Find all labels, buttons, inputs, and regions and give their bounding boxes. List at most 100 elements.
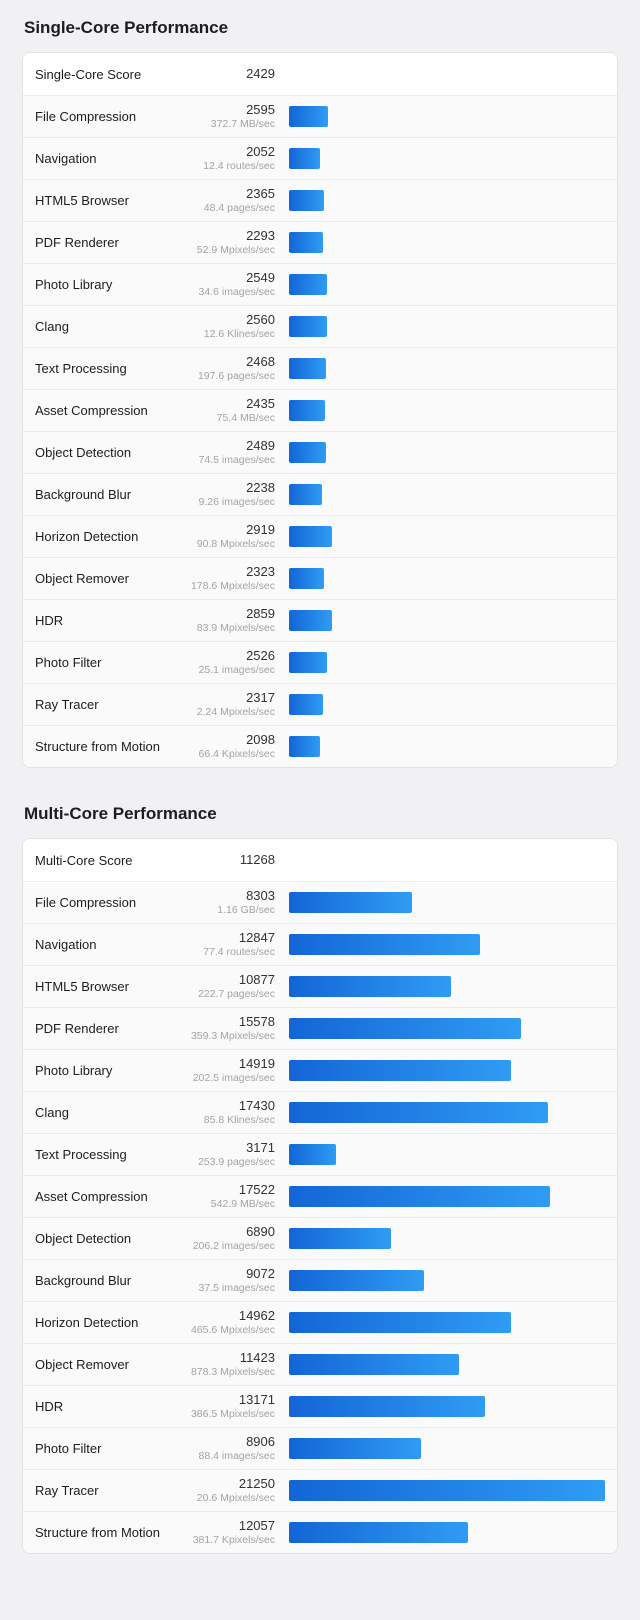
benchmark-name: File Compression [35,895,137,910]
benchmark-score: 3171 [246,1139,275,1155]
benchmark-score: 2560 [246,311,275,327]
benchmark-row: Asset Compression 2435 75.4 MB/sec [23,389,617,431]
benchmark-rate: 1.16 GB/sec [217,904,275,917]
score-bar [289,1144,336,1165]
benchmark-rate: 253.9 pages/sec [197,1156,275,1169]
bar-area [275,526,605,547]
score-bar [289,400,325,421]
benchmark-name: Background Blur [35,487,132,502]
benchmark-rate: 465.6 Mpixels/sec [190,1324,275,1337]
score-bar [289,736,320,757]
benchmark-row: Navigation 12847 77.4 routes/sec [23,923,617,965]
total-score-value: 2429 [246,65,275,81]
bar-area [275,610,605,631]
score-bar [289,190,324,211]
bar-area [275,652,605,673]
total-score-value: 11268 [239,851,275,867]
benchmark-score: 2293 [246,227,275,243]
benchmark-row: Ray Tracer 2317 2.24 Mpixels/sec [23,683,617,725]
benchmark-score: 11423 [239,1349,275,1365]
score-bar [289,106,328,127]
benchmark-name: Ray Tracer [35,1483,99,1498]
benchmark-name: Photo Filter [35,655,102,670]
benchmark-rate: 83.9 Mpixels/sec [196,622,275,635]
benchmark-name: Ray Tracer [35,697,99,712]
benchmark-name: Clang [35,319,69,334]
score-bar [289,358,326,379]
benchmark-rate: 74.5 images/sec [198,454,275,467]
benchmark-row: PDF Renderer 15578 359.3 Mpixels/sec [23,1007,617,1049]
bar-area [275,976,605,997]
score-bar [289,1480,605,1501]
benchmark-score: 2435 [246,395,275,411]
bar-area [275,736,605,757]
results-card: Single-Core Score 2429 File Compression … [22,52,618,768]
benchmark-name: Horizon Detection [35,529,139,544]
benchmark-rate: 222.7 pages/sec [197,988,275,1001]
bar-area [275,1354,605,1375]
bar-area [275,442,605,463]
benchmark-score: 12847 [238,929,275,945]
benchmark-row: HDR 13171 386.5 Mpixels/sec [23,1385,617,1427]
benchmark-score: 8906 [246,1433,275,1449]
score-bar [289,694,323,715]
benchmark-name: Text Processing [35,361,127,376]
bar-area [275,1312,605,1333]
benchmark-score: 2859 [246,605,275,621]
benchmark-row: Text Processing 2468 197.6 pages/sec [23,347,617,389]
score-bar [289,232,323,253]
benchmark-score: 2052 [246,143,275,159]
benchmark-rate: 52.9 Mpixels/sec [196,244,275,257]
benchmark-row: Photo Library 14919 202.5 images/sec [23,1049,617,1091]
benchmark-row: Photo Library 2549 34.6 images/sec [23,263,617,305]
score-bar [289,316,327,337]
benchmark-row: Background Blur 2238 9.26 images/sec [23,473,617,515]
score-bar [289,1396,485,1417]
bar-area [275,1522,605,1543]
benchmark-score: 2098 [246,731,275,747]
benchmark-score: 13171 [238,1391,275,1407]
section-title: Single-Core Performance [24,18,229,37]
benchmark-row: Horizon Detection 2919 90.8 Mpixels/sec [23,515,617,557]
benchmark-score: 2526 [246,647,275,663]
benchmark-name: Structure from Motion [35,739,160,754]
benchmark-name: Object Remover [35,571,129,586]
benchmark-name: Horizon Detection [35,1315,139,1330]
score-summary-row: Multi-Core Score 11268 [23,839,617,881]
bar-area [275,892,605,913]
score-bar [289,1228,391,1249]
benchmark-row: Object Detection 6890 206.2 images/sec [23,1217,617,1259]
bar-area [275,358,605,379]
score-bar [289,1270,424,1291]
benchmark-score: 2468 [246,353,275,369]
benchmark-name: PDF Renderer [35,235,119,250]
benchmark-name: File Compression [35,109,137,124]
bar-area [275,1186,605,1207]
benchmark-row: File Compression 2595 372.7 MB/sec [23,95,617,137]
benchmark-name: Background Blur [35,1273,132,1288]
score-summary-row: Single-Core Score 2429 [23,53,617,95]
benchmark-row: Object Remover 11423 878.3 Mpixels/sec [23,1343,617,1385]
score-bar [289,1312,511,1333]
score-summary-label: Single-Core Score [35,66,142,82]
benchmark-name: HDR [35,613,64,628]
benchmark-score: 2238 [246,479,275,495]
benchmark-rate: 386.5 Mpixels/sec [190,1408,275,1421]
benchmark-name: Object Detection [35,1231,132,1246]
bar-area [275,1228,605,1249]
benchmark-name: Asset Compression [35,403,148,418]
benchmark-row: Ray Tracer 21250 20.6 Mpixels/sec [23,1469,617,1511]
benchmark-score: 12057 [238,1517,275,1533]
bar-area [275,232,605,253]
score-bar [289,568,324,589]
bar-area [275,1270,605,1291]
score-bar [289,1354,459,1375]
bar-area [275,190,605,211]
benchmark-name: Structure from Motion [35,1525,160,1540]
benchmark-name: Navigation [35,937,97,952]
benchmark-row: PDF Renderer 2293 52.9 Mpixels/sec [23,221,617,263]
benchmark-rate: 12.4 routes/sec [203,160,275,173]
benchmark-rate: 197.6 pages/sec [197,370,275,383]
bar-area [275,694,605,715]
results-card: Multi-Core Score 11268 File Compression … [22,838,618,1554]
